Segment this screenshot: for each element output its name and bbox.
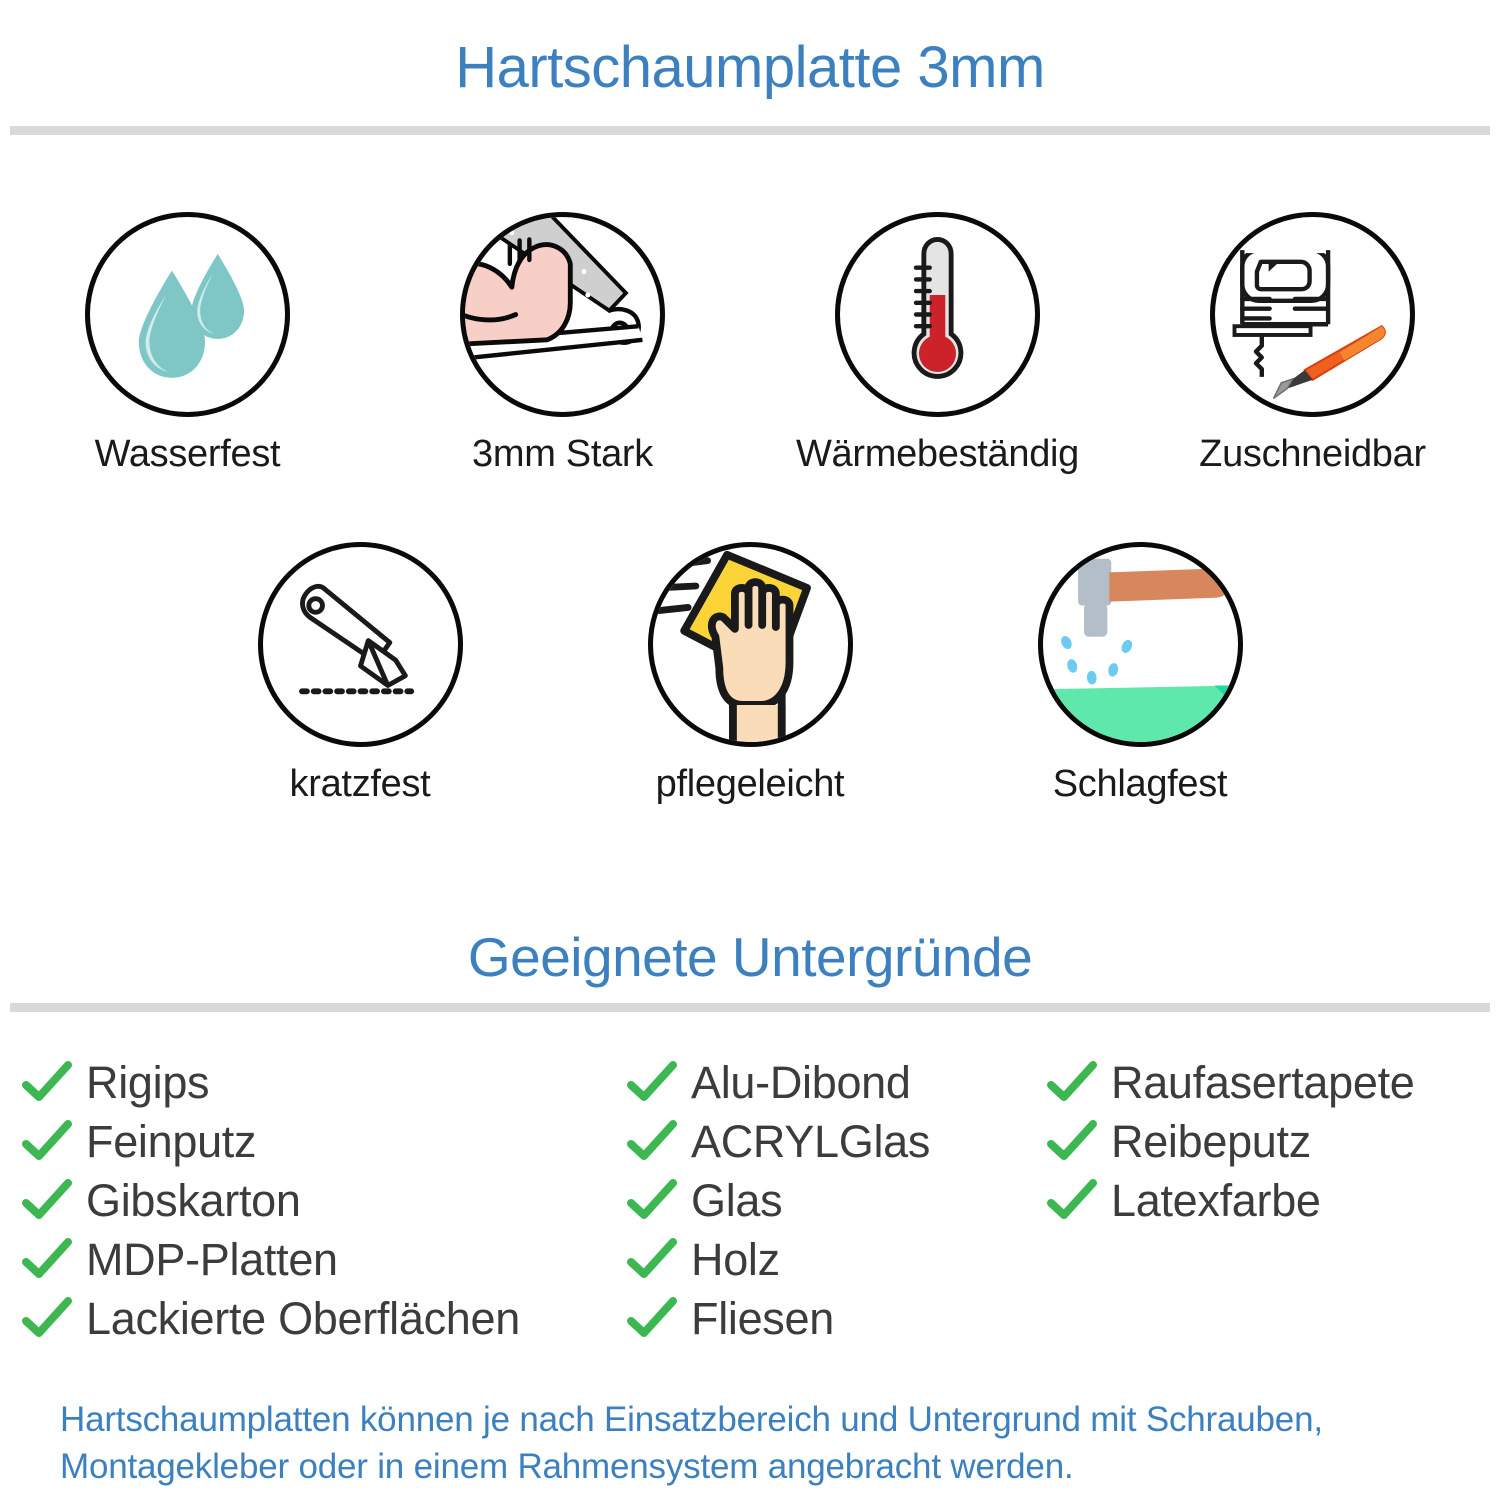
checklist-column-3: Raufasertapete Reibeputz Latexfarbe (1047, 1053, 1477, 1230)
list-item: Latexfarbe (1047, 1171, 1477, 1230)
footer-note: Hartschaumplatten können je nach Einsatz… (60, 1400, 1323, 1486)
feature-row-1: Wasserfest (0, 212, 1500, 476)
feature-waermebestaendig: Wärmebeständig (750, 212, 1125, 476)
page-title: Hartschaumplatte 3mm (455, 35, 1045, 100)
jigsaw-and-knife-icon (1210, 212, 1415, 417)
check-icon (627, 1060, 677, 1105)
feature-label: Schlagfest (1052, 763, 1228, 805)
check-icon (627, 1178, 677, 1223)
list-item: Lackierte Oberflächen (22, 1289, 627, 1348)
divider-middle (10, 1003, 1490, 1012)
thermometer-icon (835, 212, 1040, 417)
list-item-label: Reibeputz (1111, 1115, 1311, 1167)
list-item-label: MDP-Platten (86, 1233, 338, 1285)
list-item: Feinputz (22, 1112, 627, 1171)
cutter-knife-icon (257, 542, 463, 747)
feature-label: Zuschneidbar (1199, 433, 1426, 475)
checklist-column-1: Rigips Feinputz Gibskarton MDP-Platten L… (22, 1053, 627, 1348)
checklist-column-2: Alu-Dibond ACRYLGlas Glas Holz Fliesen (627, 1053, 1047, 1348)
check-icon (1047, 1119, 1097, 1164)
list-item-label: Glas (691, 1174, 783, 1226)
list-item: Alu-Dibond (627, 1053, 1047, 1112)
hammer-impact-icon (1037, 542, 1243, 747)
feature-label: pflegeleicht (655, 763, 845, 805)
list-item: Reibeputz (1047, 1112, 1477, 1171)
list-item-label: Gibskarton (86, 1174, 301, 1226)
check-icon (627, 1296, 677, 1341)
substrate-checklist: Rigips Feinputz Gibskarton MDP-Platten L… (22, 1053, 1482, 1348)
list-item: Raufasertapete (1047, 1053, 1477, 1112)
list-item: Rigips (22, 1053, 627, 1112)
list-item-label: Lackierte Oberflächen (86, 1292, 520, 1344)
feature-pflegeleicht: pflegeleicht (555, 542, 945, 806)
list-item-label: ACRYLGlas (691, 1115, 931, 1167)
check-icon (22, 1296, 72, 1341)
list-item-label: Rigips (86, 1056, 210, 1108)
list-item-label: Latexfarbe (1111, 1174, 1321, 1226)
check-icon (22, 1178, 72, 1223)
feature-kratzfest: kratzfest (165, 542, 555, 806)
check-icon (1047, 1060, 1097, 1105)
check-icon (22, 1060, 72, 1105)
list-item: Holz (627, 1230, 1047, 1289)
check-icon (22, 1237, 72, 1282)
feature-label: 3mm Stark (472, 433, 653, 475)
list-item: Gibskarton (22, 1171, 627, 1230)
hand-with-cloth-icon (647, 542, 853, 747)
list-item-label: Raufasertapete (1111, 1056, 1415, 1108)
divider-top (10, 126, 1490, 135)
feature-label: Wärmebeständig (795, 433, 1080, 475)
list-item: Glas (627, 1171, 1047, 1230)
list-item: MDP-Platten (22, 1230, 627, 1289)
flexed-muscle-icon (460, 212, 665, 417)
list-item: ACRYLGlas (627, 1112, 1047, 1171)
check-icon (627, 1237, 677, 1282)
water-drops-icon (85, 212, 290, 417)
list-item-label: Holz (691, 1233, 780, 1285)
check-icon (1047, 1178, 1097, 1223)
feature-wasserfest: Wasserfest (0, 212, 375, 476)
list-item-label: Alu-Dibond (691, 1056, 911, 1108)
list-item-label: Fliesen (691, 1292, 834, 1344)
feature-3mm-stark: 3mm Stark (375, 212, 750, 476)
check-icon (627, 1119, 677, 1164)
feature-label: Wasserfest (94, 433, 281, 475)
feature-label: kratzfest (289, 763, 431, 805)
section-title-untergruende: Geeignete Untergründe (467, 926, 1033, 988)
check-icon (22, 1119, 72, 1164)
list-item: Fliesen (627, 1289, 1047, 1348)
feature-row-2: kratzfest (0, 542, 1500, 806)
list-item-label: Feinputz (86, 1115, 257, 1167)
feature-schlagfest: Schlagfest (945, 542, 1335, 806)
feature-zuschneidbar: Zuschneidbar (1125, 212, 1500, 476)
